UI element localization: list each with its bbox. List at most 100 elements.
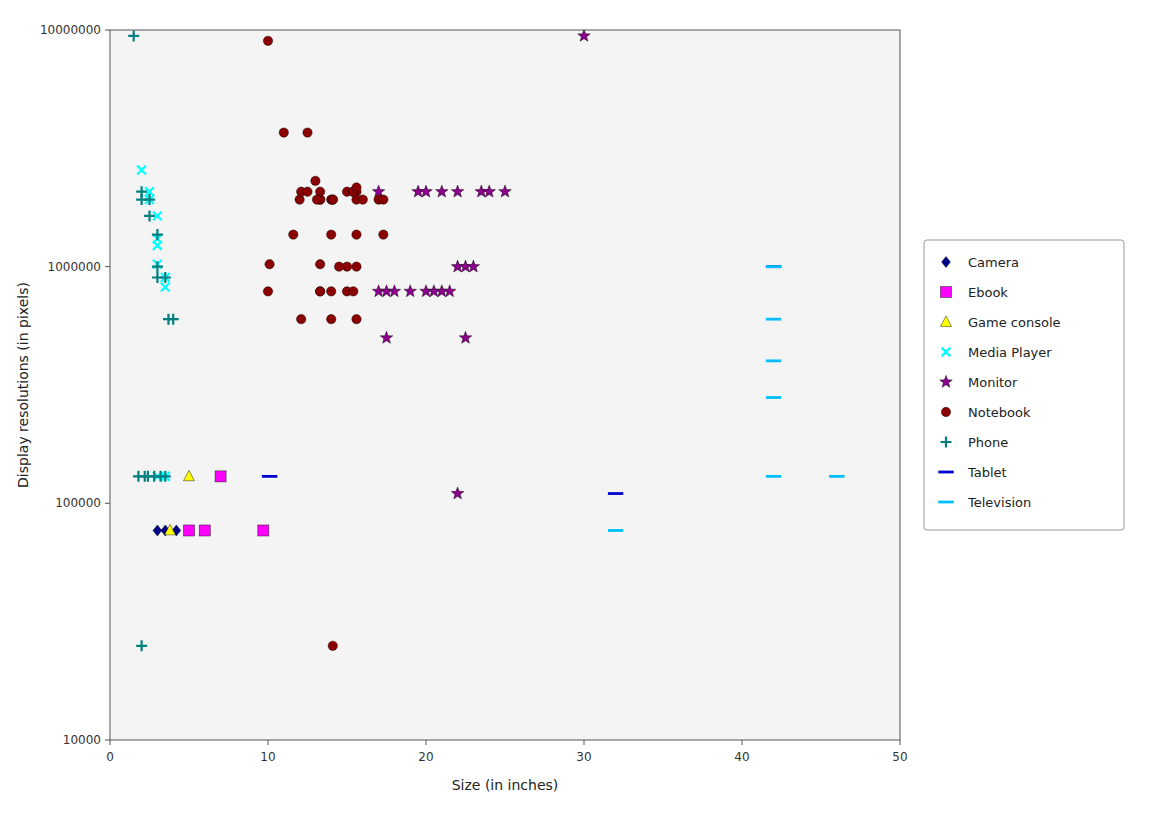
x-tick-label: 20 xyxy=(418,750,433,764)
point xyxy=(215,471,226,482)
legend-label: Television xyxy=(967,495,1031,510)
point xyxy=(184,470,195,480)
point xyxy=(352,314,361,323)
point xyxy=(829,475,844,478)
x-tick xyxy=(110,740,111,745)
series xyxy=(608,267,845,531)
legend-label: Ebook xyxy=(968,285,1008,300)
point xyxy=(184,525,195,536)
legend-swatch xyxy=(942,257,951,268)
series xyxy=(128,30,179,651)
point xyxy=(459,331,472,343)
point xyxy=(161,283,170,292)
marks xyxy=(128,30,844,651)
point xyxy=(160,272,171,283)
x-tick-label: 0 xyxy=(106,750,114,764)
point xyxy=(327,230,336,239)
y-tick xyxy=(105,266,110,267)
point xyxy=(152,261,163,272)
y-axis-label: Display resolutions (in pixels) xyxy=(15,282,31,488)
point xyxy=(358,195,367,204)
chart: 0102030405010000100000100000010000000Siz… xyxy=(0,0,1171,819)
x-tick xyxy=(742,740,743,745)
x-tick xyxy=(900,740,901,745)
point xyxy=(467,260,480,272)
legend-swatch xyxy=(940,375,953,387)
x-tick xyxy=(426,740,427,745)
point xyxy=(578,30,591,41)
point xyxy=(165,524,176,534)
point xyxy=(312,195,321,204)
point xyxy=(352,230,361,239)
legend-swatch xyxy=(941,287,952,298)
y-tick xyxy=(105,30,110,31)
point xyxy=(327,287,336,296)
plot-background xyxy=(110,30,900,740)
series xyxy=(372,30,590,499)
legend-label: Camera xyxy=(968,255,1019,270)
x-axis-label: Size (in inches) xyxy=(452,777,559,793)
point xyxy=(436,185,449,197)
point xyxy=(136,640,147,651)
point xyxy=(352,262,361,271)
y-tick xyxy=(105,740,110,741)
x-tick xyxy=(268,740,269,745)
legend-label: Notebook xyxy=(968,405,1031,420)
point xyxy=(766,265,781,268)
legend-label: Phone xyxy=(968,435,1008,450)
point xyxy=(137,166,146,175)
point xyxy=(379,195,388,204)
legend-label: Monitor xyxy=(968,375,1018,390)
x-tick-label: 30 xyxy=(576,750,591,764)
point xyxy=(388,285,401,297)
point xyxy=(289,230,298,239)
y-tick xyxy=(105,503,110,504)
series xyxy=(184,471,269,536)
x-tick-label: 40 xyxy=(734,750,749,764)
point xyxy=(327,314,336,323)
point xyxy=(303,187,312,196)
series xyxy=(262,267,781,494)
y-tick-label: 1000000 xyxy=(48,260,101,274)
point xyxy=(608,492,623,495)
x-tick-label: 10 xyxy=(260,750,275,764)
legend-swatch xyxy=(942,348,951,357)
point xyxy=(420,185,433,197)
point xyxy=(766,265,781,268)
point xyxy=(766,475,781,478)
x-tick xyxy=(584,740,585,745)
point xyxy=(315,287,324,296)
series xyxy=(137,166,170,481)
point xyxy=(263,36,272,45)
point xyxy=(379,230,388,239)
point xyxy=(334,262,343,271)
point xyxy=(608,529,623,532)
plot-frame xyxy=(110,30,900,740)
y-tick-label: 100000 xyxy=(55,496,101,510)
legend-swatch xyxy=(941,316,952,326)
legend-swatch xyxy=(941,437,952,448)
point xyxy=(451,487,464,499)
legend: CameraEbookGame consoleMedia PlayerMonit… xyxy=(924,240,1124,530)
point xyxy=(160,471,171,482)
legend-swatch xyxy=(941,407,950,416)
point xyxy=(766,318,781,321)
point xyxy=(262,475,277,478)
point xyxy=(199,525,210,536)
point xyxy=(128,30,139,41)
point xyxy=(297,314,306,323)
point xyxy=(265,260,274,269)
point xyxy=(153,241,162,250)
point xyxy=(349,287,358,296)
point xyxy=(311,176,320,185)
point xyxy=(766,396,781,399)
point xyxy=(152,229,163,240)
point xyxy=(168,314,179,325)
point xyxy=(263,287,272,296)
point xyxy=(303,128,312,137)
y-tick-label: 10000000 xyxy=(40,23,101,37)
point xyxy=(328,195,337,204)
point xyxy=(328,195,337,204)
point xyxy=(443,285,456,297)
point xyxy=(404,285,417,297)
